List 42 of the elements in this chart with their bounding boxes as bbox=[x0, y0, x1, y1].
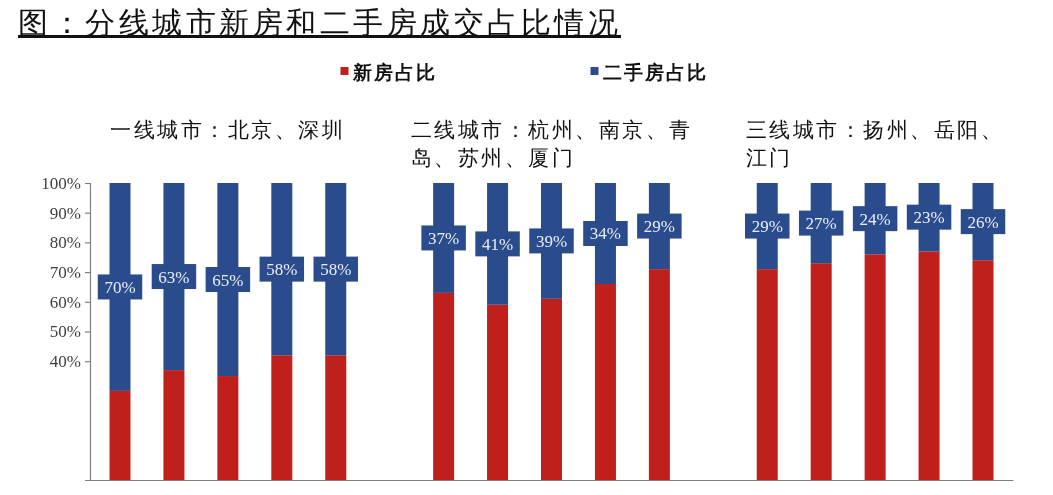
text: 一线城市：北京、深圳 bbox=[110, 118, 346, 142]
bar bbox=[648, 269, 670, 480]
data-label: 24% bbox=[859, 209, 891, 229]
bar bbox=[487, 304, 509, 480]
bar bbox=[918, 251, 940, 480]
y-tick-label: 80% bbox=[49, 233, 81, 253]
bar bbox=[109, 390, 131, 480]
bar bbox=[325, 355, 347, 480]
data-label: 41% bbox=[481, 234, 514, 254]
data-label: 37% bbox=[428, 228, 460, 248]
data-label: 29% bbox=[643, 216, 675, 236]
data-label: 26% bbox=[967, 212, 999, 232]
legend-label: 二手房占比 bbox=[602, 61, 708, 83]
bar bbox=[271, 355, 293, 480]
y-tick-label: 100% bbox=[41, 173, 81, 193]
text: 三线城市：扬州、岳阳、江门 bbox=[745, 118, 1005, 170]
data-label: 23% bbox=[913, 207, 945, 227]
y-tick-label: 50% bbox=[49, 322, 81, 342]
y-tick-label: 70% bbox=[49, 263, 81, 283]
bar bbox=[972, 260, 994, 480]
legend-label: 新房占比 bbox=[351, 61, 437, 83]
data-label: 58% bbox=[266, 259, 298, 279]
bar bbox=[864, 254, 886, 480]
data-label: 63% bbox=[158, 267, 190, 287]
bar bbox=[433, 292, 455, 480]
y-tick-label: 90% bbox=[49, 203, 81, 223]
y-tick-label: 40% bbox=[49, 352, 81, 372]
bar bbox=[594, 283, 616, 480]
bar bbox=[217, 376, 239, 480]
data-label: 70% bbox=[104, 277, 136, 297]
bar bbox=[810, 263, 832, 480]
text: 二线城市：杭州、南京、青岛、苏州、厦门 bbox=[410, 118, 693, 170]
bar bbox=[163, 370, 185, 480]
data-label: 29% bbox=[751, 216, 783, 236]
data-label: 58% bbox=[320, 259, 352, 279]
data-label: 34% bbox=[589, 223, 622, 243]
data-label: 27% bbox=[805, 213, 837, 233]
bar bbox=[541, 298, 562, 480]
y-tick-label: 60% bbox=[49, 292, 81, 312]
data-label: 39% bbox=[535, 231, 568, 251]
bar bbox=[756, 269, 778, 480]
data-label: 65% bbox=[212, 270, 244, 290]
